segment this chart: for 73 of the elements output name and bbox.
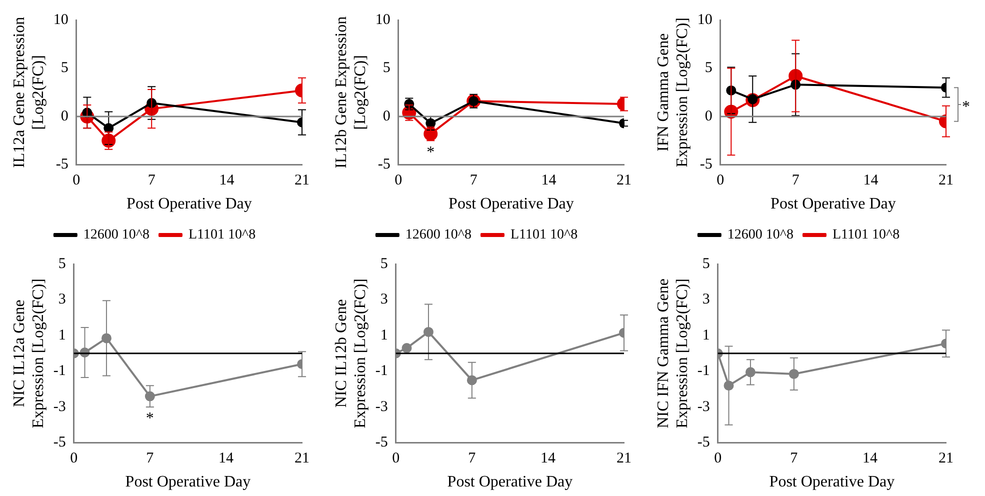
y-tick-label: -3 (697, 398, 710, 415)
y-tick-label: 3 (702, 292, 710, 308)
y-tick-label: -3 (375, 398, 388, 415)
y-tick-label: 0 (382, 108, 390, 124)
y-tick-label: 5 (702, 256, 710, 272)
y-tick-label: -5 (56, 156, 68, 173)
y-tick-label: 5 (704, 60, 712, 76)
x-axis-title: Post Operative Day (769, 474, 895, 491)
y-tick-label: -3 (53, 398, 66, 415)
y-tick-label: -1 (697, 363, 710, 380)
x-tick-label: 7 (148, 172, 156, 189)
y-axis-title: IL12b Gene Expression [Log2(FC)] (332, 16, 370, 168)
y-tick-label: 3 (58, 292, 66, 308)
x-axis-title: Post Operative Day (126, 196, 252, 213)
x-tick-label: 14 (541, 172, 557, 189)
y-tick-label: -5 (375, 434, 388, 451)
y-tick-label: -1 (375, 363, 388, 380)
x-tick-label: 7 (792, 172, 800, 189)
y-tick-label: 1 (380, 327, 388, 344)
y-tick-label: 3 (380, 292, 388, 308)
x-tick-label: 0 (716, 172, 724, 189)
legend-label: L1101 10^8 (832, 228, 900, 243)
x-tick-label: 14 (218, 450, 234, 467)
y-tick-label: -5 (378, 156, 390, 173)
x-axis-title: Post Operative Day (125, 474, 251, 491)
y-tick-label: -1 (53, 363, 66, 380)
annotation: * (426, 144, 435, 161)
point (402, 343, 412, 354)
y-tick-label: 5 (382, 60, 390, 76)
legend-label: 12600 10^8 (727, 228, 794, 243)
y-tick-label: 1 (702, 327, 710, 344)
x-tick-label: 14 (862, 450, 878, 467)
y-tick-label: 10 (53, 12, 68, 28)
x-axis-title: Post Operative Day (770, 196, 896, 213)
legend-label: L1101 10^8 (188, 228, 256, 243)
y-axis-title: NIC IFN Gamma Gene Expression [Log2(FC)] (654, 278, 692, 428)
x-tick-label: 21 (616, 172, 632, 189)
y-axis-title: NIC IL12b Gene Expression [Log2(FC)] (332, 278, 370, 428)
x-tick-label: 7 (146, 450, 154, 467)
y-tick-label: 5 (60, 60, 68, 76)
y-axis-title: IFN Gamma Gene Expression [Log2(FC)] (654, 18, 692, 168)
x-tick-label: 14 (540, 450, 556, 467)
x-tick-label: 21 (616, 450, 632, 467)
y-tick-label: 0 (704, 108, 712, 124)
x-tick-label: 7 (470, 172, 478, 189)
annotation: * (962, 98, 970, 116)
y-tick-label: -5 (697, 434, 710, 451)
y-tick-label: 10 (697, 12, 712, 28)
x-tick-label: 7 (468, 450, 476, 467)
y-axis-title: IL12a Gene Expression [Log2(FC)] (10, 16, 48, 168)
y-tick-label: 10 (375, 12, 390, 28)
y-tick-label: -5 (700, 156, 712, 173)
x-tick-label: 14 (219, 172, 235, 189)
x-tick-label: 21 (938, 172, 954, 189)
annotation: * (146, 410, 154, 428)
y-tick-label: 5 (58, 256, 66, 272)
x-tick-label: 21 (294, 450, 310, 467)
legend-label: 12600 10^8 (405, 228, 472, 243)
x-tick-label: 7 (790, 450, 798, 467)
y-tick-label: 5 (380, 256, 388, 272)
x-tick-label: 0 (72, 172, 80, 189)
y-tick-label: -5 (53, 434, 66, 451)
y-axis-title: NIC IL12a Gene Expression [Log2(FC)] (10, 278, 48, 428)
x-tick-label: 21 (938, 450, 954, 467)
x-axis-title: Post Operative Day (448, 196, 574, 213)
x-tick-label: 21 (294, 172, 310, 189)
x-tick-label: 14 (863, 172, 879, 189)
legend-label: L1101 10^8 (510, 228, 578, 243)
legend-label: 12600 10^8 (83, 228, 150, 243)
y-tick-label: 0 (60, 108, 68, 124)
x-axis-title: Post Operative Day (447, 474, 573, 491)
x-tick-label: 0 (394, 172, 402, 189)
y-tick-label: 1 (58, 327, 66, 344)
